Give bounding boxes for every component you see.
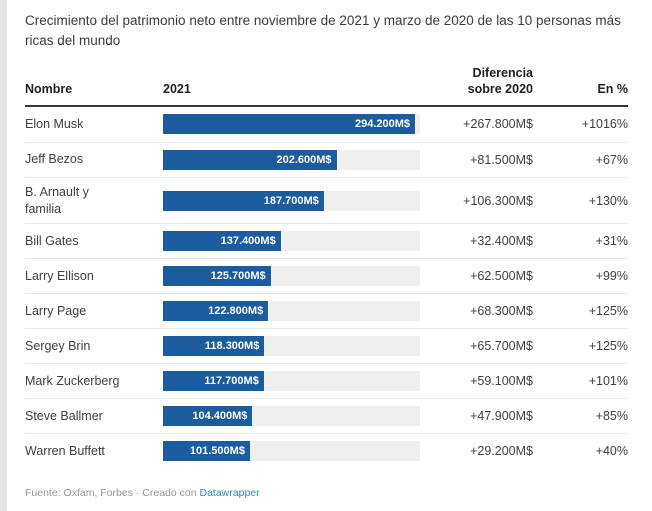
bar-track: 125.700M$ xyxy=(163,266,420,287)
bar: 294.200M$ xyxy=(163,114,416,135)
row-name: Jeff Bezos xyxy=(25,152,84,167)
bar-track: 187.700M$ xyxy=(163,190,420,211)
bar: 187.700M$ xyxy=(163,190,324,211)
bar: 125.700M$ xyxy=(163,266,271,287)
table-row: Jeff Bezos 202.600M$ +81.500M$ +67% xyxy=(25,141,628,177)
bar-value-label: 104.400M$ xyxy=(192,410,248,423)
bar-track: 202.600M$ xyxy=(163,149,420,170)
row-name: Mark Zuckerberg xyxy=(25,373,120,388)
source-text: Fuente: Oxfam, Forbes · Creado con xyxy=(25,487,200,500)
row-pct-value: +125% xyxy=(588,304,628,319)
row-diff-value: +68.300M$ xyxy=(470,304,533,319)
row-name: Steve Ballmer xyxy=(25,408,103,423)
table-row: Steve Ballmer 104.400M$ +47.900M$ +85% xyxy=(25,398,628,433)
chart-title: Crecimiento del patrimonio neto entre no… xyxy=(25,13,621,48)
bar-track: 101.500M$ xyxy=(163,441,420,462)
bar-value-label: 117.700M$ xyxy=(204,375,259,388)
row-diff-value: +32.400M$ xyxy=(470,234,533,249)
row-pct-value: +99% xyxy=(595,269,628,284)
table-row: Larry Page 122.800M$ +68.300M$ +125% xyxy=(25,293,628,328)
bar-value-label: 118.300M$ xyxy=(204,340,260,353)
row-name: Larry Page xyxy=(25,303,87,318)
page-left-margin xyxy=(0,0,7,511)
row-name: Bill Gates xyxy=(25,233,79,248)
bar: 137.400M$ xyxy=(163,231,281,252)
table-body: Elon Musk 294.200M$ +267.800M$ +1016% Je… xyxy=(25,107,628,469)
row-diff-value: +81.500M$ xyxy=(470,152,533,167)
bar-value-label: 125.700M$ xyxy=(210,270,266,283)
bar-track: 294.200M$ xyxy=(163,114,420,135)
bar: 122.800M$ xyxy=(163,301,269,322)
table-row: Warren Buffett 101.500M$ +29.200M$ +40% xyxy=(25,433,628,468)
table-row: Mark Zuckerberg 117.700M$ +59.100M$ +101… xyxy=(25,363,628,398)
bar: 101.500M$ xyxy=(163,441,250,462)
column-header-diff: Diferencia sobre 2020 xyxy=(420,65,533,98)
row-pct-value: +40% xyxy=(595,444,628,459)
bar-value-label: 122.800M$ xyxy=(208,305,264,318)
row-pct-value: +1016% xyxy=(581,117,628,132)
row-pct-value: +125% xyxy=(588,339,628,354)
row-name: B. Arnault y familia xyxy=(25,184,89,216)
bar-value-label: 187.700M$ xyxy=(263,194,319,207)
bar-track: 104.400M$ xyxy=(163,406,420,427)
row-name: Sergey Brin xyxy=(25,338,91,353)
bar-value-label: 202.600M$ xyxy=(276,153,332,166)
bar-value-label: 101.500M$ xyxy=(189,445,245,458)
column-header-2021: 2021 xyxy=(163,82,191,97)
bar-track: 118.300M$ xyxy=(163,336,420,357)
bar-value-label: 137.400M$ xyxy=(220,235,276,248)
column-header-pct: En % xyxy=(597,82,628,97)
row-pct-value: +85% xyxy=(595,409,628,424)
row-name: Elon Musk xyxy=(25,116,84,131)
table-row: Sergey Brin 118.300M$ +65.700M$ +125% xyxy=(25,328,628,363)
bar: 117.700M$ xyxy=(163,371,264,392)
column-header-diff-line1: Diferencia xyxy=(472,66,533,81)
row-pct-value: +101% xyxy=(588,374,628,389)
row-diff-value: +62.500M$ xyxy=(470,269,533,284)
table-row: Elon Musk 294.200M$ +267.800M$ +1016% xyxy=(25,107,628,142)
row-diff-value: +65.700M$ xyxy=(470,339,533,354)
row-name: Warren Buffett xyxy=(25,443,105,458)
row-diff-value: +267.800M$ xyxy=(463,117,533,132)
bar-track: 117.700M$ xyxy=(163,371,420,392)
table-row: Larry Ellison 125.700M$ +62.500M$ +99% xyxy=(25,258,628,293)
row-pct-value: +31% xyxy=(595,234,628,249)
column-header-diff-line2: sobre 2020 xyxy=(467,82,533,97)
table-row: Bill Gates 137.400M$ +32.400M$ +31% xyxy=(25,223,628,258)
bar: 202.600M$ xyxy=(163,149,337,170)
row-name: Larry Ellison xyxy=(25,268,94,283)
bar-value-label: 294.200M$ xyxy=(354,118,411,131)
bar-track: 122.800M$ xyxy=(163,301,420,322)
table-header: Nombre 2021 Diferencia sobre 2020 En % xyxy=(25,65,628,107)
row-diff-value: +59.100M$ xyxy=(470,374,533,389)
table-row: B. Arnault y familia 187.700M$ +106.300M… xyxy=(25,176,628,224)
row-pct-value: +67% xyxy=(595,152,628,167)
row-diff-value: +47.900M$ xyxy=(470,409,533,424)
bar: 118.300M$ xyxy=(163,336,265,357)
footer: Fuente: Oxfam, Forbes · Creado con Dataw… xyxy=(25,487,628,499)
datawrapper-link[interactable]: Datawrapper xyxy=(199,487,260,500)
chart-container: Crecimiento del patrimonio neto entre no… xyxy=(25,11,628,499)
bar-track: 137.400M$ xyxy=(163,231,420,252)
row-diff-value: +29.200M$ xyxy=(470,444,533,459)
column-header-name: Nombre xyxy=(25,82,73,97)
row-pct-value: +130% xyxy=(588,193,628,208)
bar: 104.400M$ xyxy=(163,406,253,427)
row-diff-value: +106.300M$ xyxy=(463,193,533,208)
